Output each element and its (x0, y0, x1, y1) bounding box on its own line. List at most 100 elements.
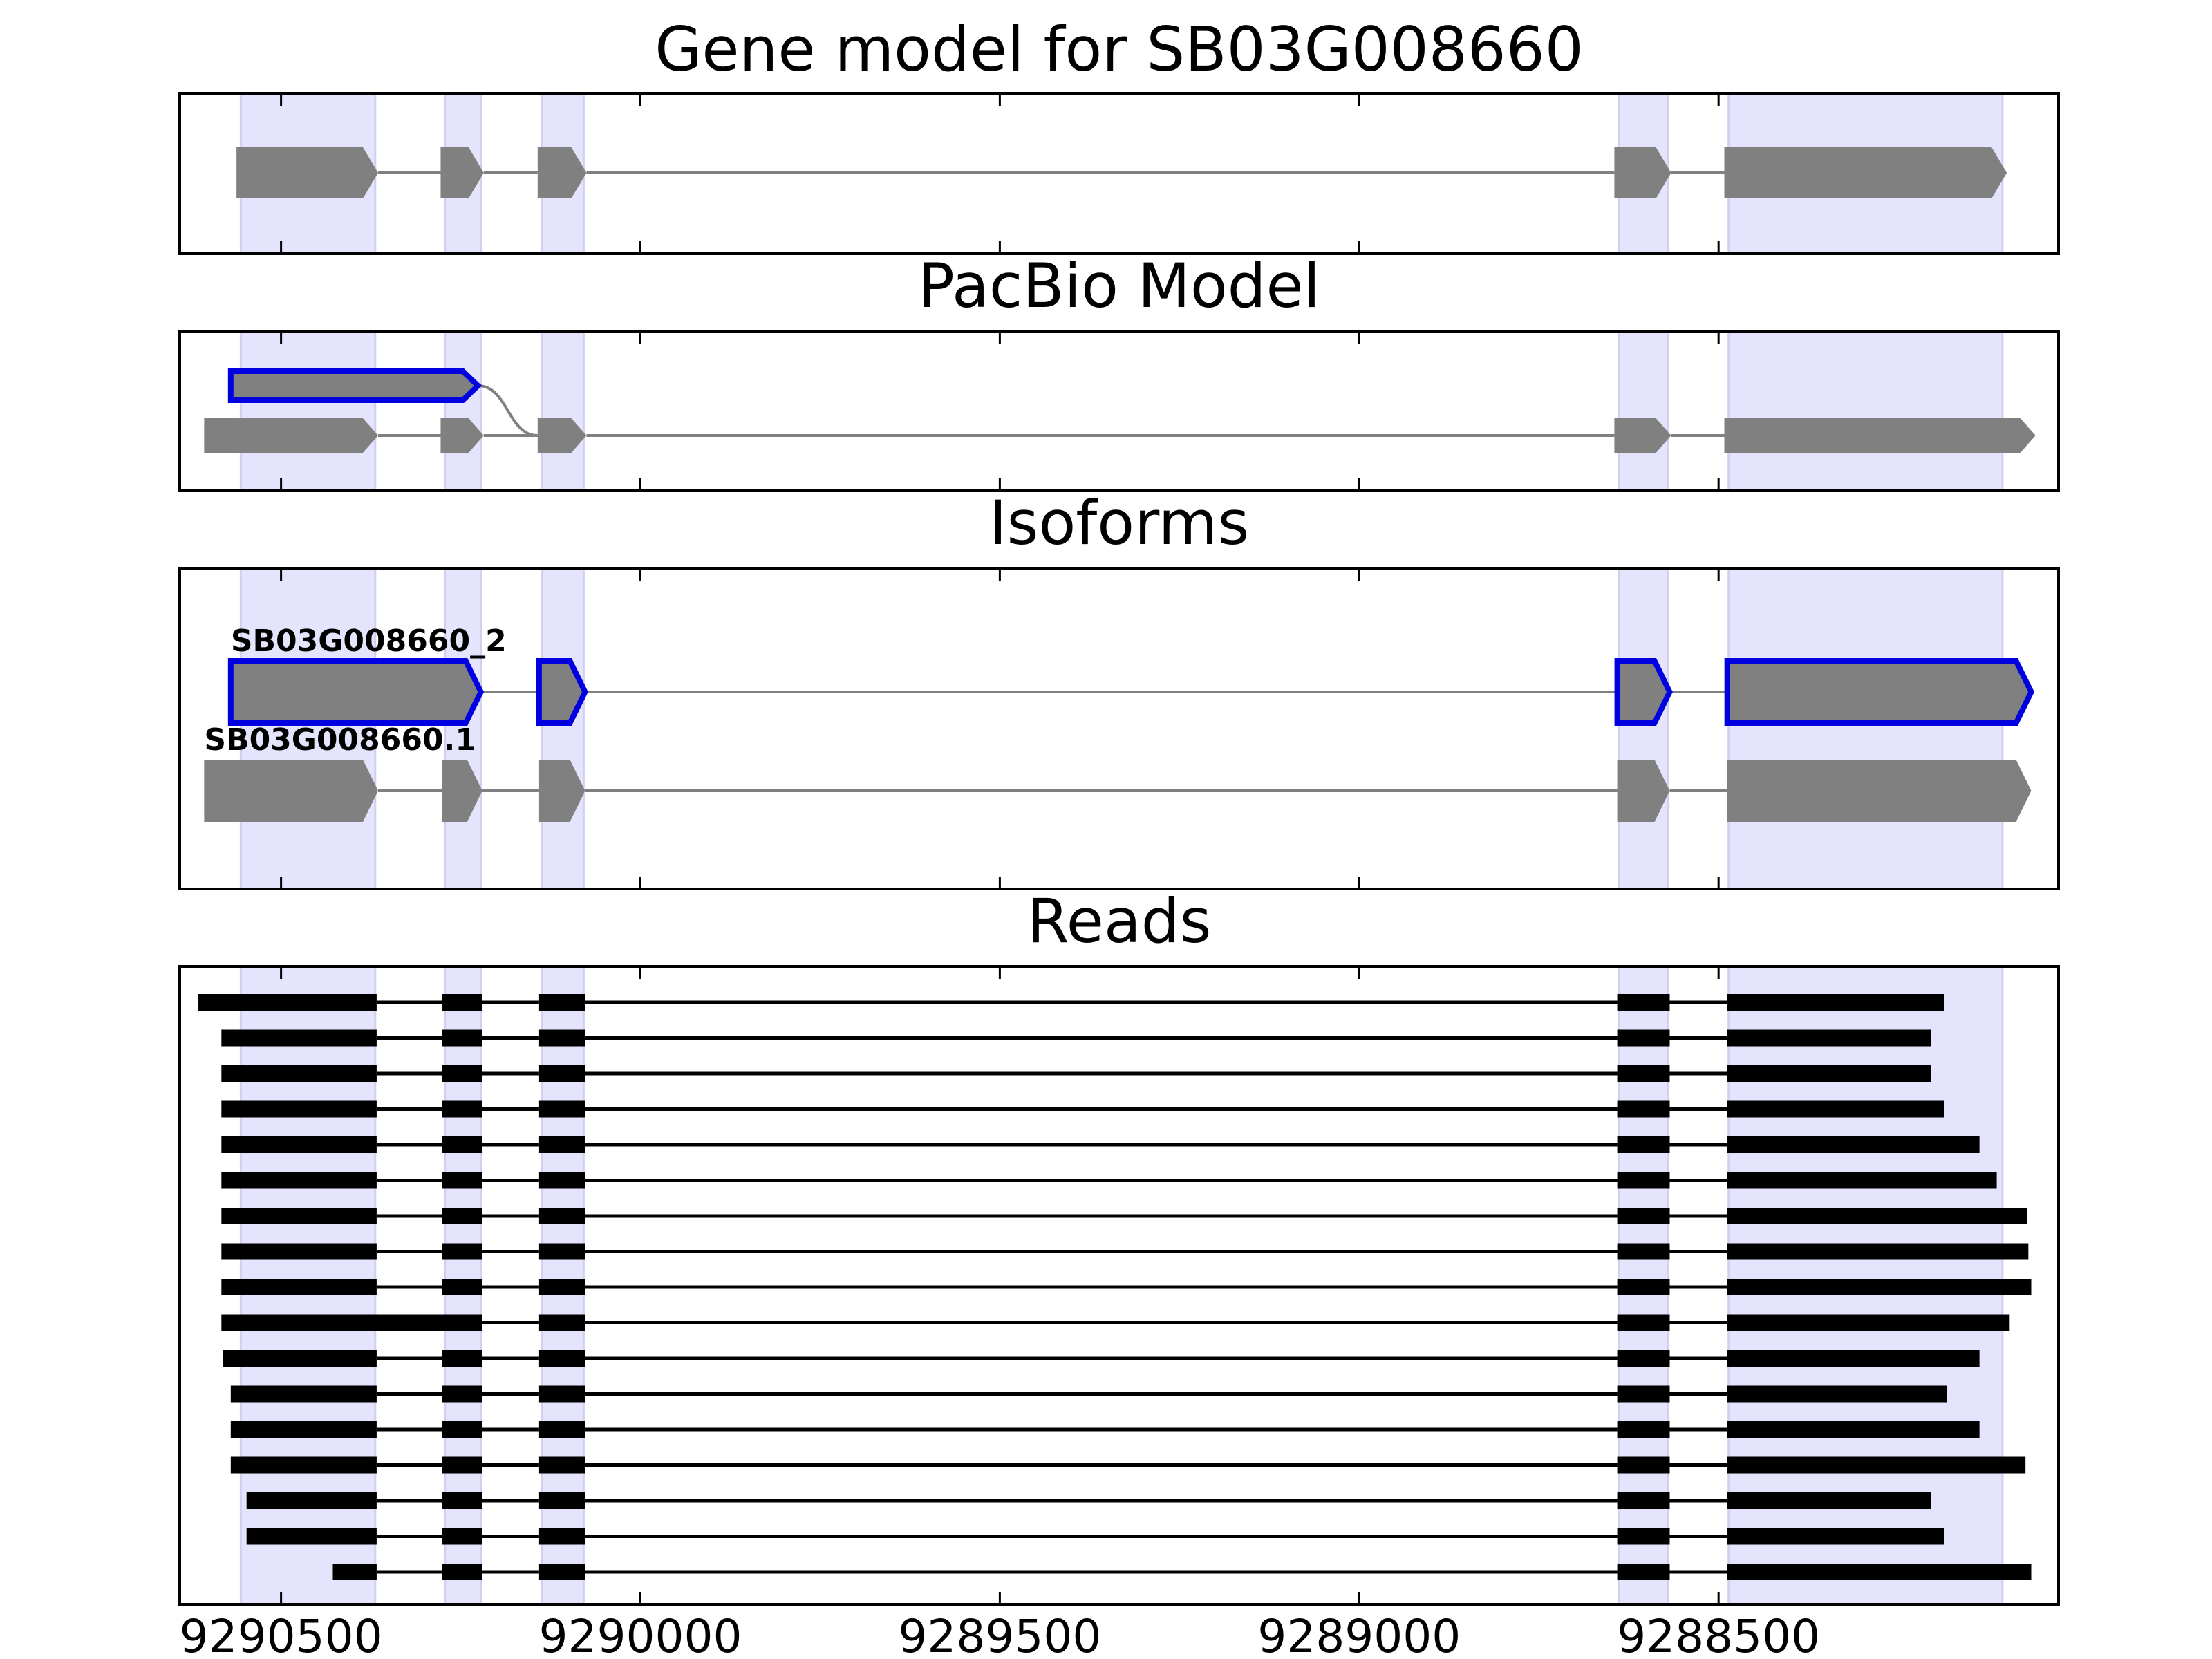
read-block (1617, 1208, 1670, 1224)
exon (1617, 760, 1670, 822)
read-block (1727, 1136, 1980, 1153)
read-block (1727, 1172, 1997, 1189)
read-block (442, 1456, 482, 1474)
read-block (246, 1492, 377, 1509)
read-block (221, 1065, 377, 1082)
read-block (538, 1492, 585, 1509)
read-block (538, 1564, 585, 1580)
read-block (1727, 994, 1944, 1011)
read-block (538, 1208, 585, 1224)
exon (1614, 658, 1673, 726)
x-tick-label: 9290000 (539, 1610, 742, 1659)
read-block (1727, 1456, 2026, 1474)
read-block (538, 1243, 585, 1260)
read-block (1617, 1243, 1670, 1260)
read-block (1617, 1100, 1670, 1118)
exon (1614, 418, 1671, 453)
read-block (538, 1385, 585, 1403)
exon (536, 658, 588, 726)
read-block (1727, 1243, 2029, 1260)
read-block (538, 1172, 585, 1189)
read-block (221, 1136, 377, 1153)
exon (442, 760, 482, 822)
panel-title: Gene model for SB03G008660 (655, 14, 1584, 85)
read-block (442, 1065, 482, 1082)
read-block (230, 1385, 377, 1403)
read-block (221, 1279, 377, 1295)
highlight-region (1727, 330, 2004, 492)
read-block (538, 994, 585, 1011)
read-block (538, 1136, 585, 1153)
read-block (246, 1528, 377, 1545)
track-name: SB03G008660_2 (231, 624, 507, 659)
x-tick-label: 9289500 (898, 1610, 1101, 1659)
panel-frame (178, 330, 2060, 492)
exon (1614, 147, 1671, 198)
highlight-region (444, 567, 482, 890)
exon (440, 418, 484, 453)
highlight-region (541, 330, 585, 492)
exon (236, 147, 378, 198)
read-block (442, 1208, 482, 1224)
read-block (442, 994, 482, 1011)
read-block (221, 1172, 377, 1189)
read-block (1727, 1564, 2032, 1580)
read-block (538, 1350, 585, 1367)
read-block (538, 1456, 585, 1474)
read-block (538, 1029, 585, 1047)
read-block (442, 1350, 482, 1367)
read-block (198, 994, 377, 1011)
exon (1727, 760, 2032, 822)
read-block (1727, 1528, 1944, 1545)
read-block (538, 1528, 585, 1545)
read-block (1727, 1208, 2027, 1224)
read-block (1727, 1314, 2010, 1331)
highlight-region (444, 330, 482, 492)
read-block (230, 1421, 377, 1438)
read-block (1617, 1065, 1670, 1082)
x-tick-label: 9290500 (180, 1610, 383, 1659)
read-block (538, 1421, 585, 1438)
read-block (442, 1492, 482, 1509)
read-block (442, 1528, 482, 1545)
read-block (1617, 1492, 1670, 1509)
read-block (442, 1385, 482, 1403)
x-tick-label: 9289000 (1257, 1610, 1461, 1659)
read-block (442, 1243, 482, 1260)
read-block (1727, 1100, 1944, 1118)
read-block (1617, 1029, 1670, 1047)
read-block (1617, 994, 1670, 1011)
highlight-region (1727, 567, 2004, 890)
read-block (221, 1314, 482, 1331)
read-block (221, 1029, 377, 1047)
exon (204, 418, 378, 453)
exon (227, 368, 482, 403)
exon (204, 760, 378, 822)
read-block (1617, 1350, 1670, 1367)
read-block (1727, 1350, 1980, 1367)
panel-frame (178, 567, 2060, 890)
read-block (538, 1065, 585, 1082)
exon (1724, 658, 2034, 726)
highlight-region (1618, 330, 1669, 492)
read-block (1727, 1029, 1931, 1047)
read-block (221, 1100, 377, 1118)
read-block (1617, 1528, 1670, 1545)
highlight-region (541, 567, 585, 890)
read-block (442, 1172, 482, 1189)
read-block (442, 1279, 482, 1295)
exon (538, 760, 585, 822)
read-block (1617, 1456, 1670, 1474)
read-block (1617, 1385, 1670, 1403)
panel-title: PacBio Model (918, 250, 1320, 321)
exon (1724, 147, 2007, 198)
exon (537, 147, 587, 198)
exon (227, 658, 485, 726)
read-block (1617, 1564, 1670, 1580)
read-block (230, 1456, 377, 1474)
read-block (442, 1029, 482, 1047)
read-block (1727, 1492, 1931, 1509)
read-block (442, 1564, 482, 1580)
read-block (1727, 1065, 1931, 1082)
